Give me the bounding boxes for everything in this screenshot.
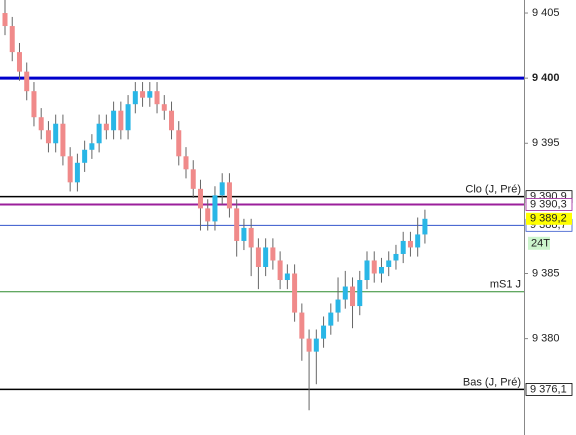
candle-body <box>38 117 44 131</box>
candle-body <box>400 240 406 254</box>
candle-body <box>212 195 218 222</box>
candle-body <box>393 253 399 261</box>
candle-body <box>140 91 146 98</box>
candle-body <box>328 312 334 326</box>
y-tick-label: 9 385 <box>532 267 560 279</box>
candle-body <box>132 91 138 105</box>
last-price-label: 9 389,2 <box>530 213 567 225</box>
candle-body <box>407 240 413 248</box>
candle-body <box>277 260 283 281</box>
candle-body <box>9 26 15 53</box>
candle-body <box>111 110 117 131</box>
candle-body <box>169 110 175 131</box>
candle-body <box>371 260 377 274</box>
reference-label: mS1 J <box>490 279 521 291</box>
candle-body <box>53 123 59 144</box>
value-badge-label: 9 376,1 <box>530 383 567 395</box>
tick-badge-label: 24T <box>531 238 550 250</box>
value-badge-label: 9 390,3 <box>530 198 567 210</box>
y-tick-label: 9 405 <box>532 7 560 19</box>
candle-body <box>67 156 73 183</box>
candle-body <box>422 218 428 235</box>
candle-body <box>82 149 88 163</box>
candle-body <box>118 110 124 131</box>
candle-body <box>24 71 30 92</box>
candle-body <box>364 260 370 281</box>
candle-body <box>96 123 102 144</box>
candle-body <box>234 208 240 241</box>
candle-body <box>342 286 348 300</box>
reference-label: Bas (J, Pré) <box>463 376 521 388</box>
candle-body <box>183 156 189 170</box>
candle-body <box>161 104 167 111</box>
candle-body <box>31 91 37 118</box>
candle-body <box>270 247 276 261</box>
candle-body <box>284 273 290 281</box>
y-tick-label: 9 395 <box>532 137 560 149</box>
candle-body <box>248 227 254 248</box>
tick-badge <box>528 236 550 250</box>
candle-body <box>335 299 341 313</box>
candle-body <box>313 338 319 352</box>
candle-body <box>89 143 95 150</box>
value-badge <box>525 383 573 396</box>
candle-body <box>154 91 160 105</box>
candle-body <box>219 182 225 196</box>
candle-body <box>190 169 196 189</box>
candle-body <box>176 130 182 157</box>
candle-body <box>299 312 305 339</box>
candle-body <box>60 123 66 157</box>
candle-body <box>197 188 203 209</box>
candle-body <box>357 280 363 307</box>
y-tick-label: 9 380 <box>532 333 560 345</box>
candle-body <box>378 266 384 274</box>
candle-body <box>147 91 153 98</box>
y-tick-label: 9 400 <box>532 72 560 84</box>
candle-body <box>103 123 109 131</box>
candle-body <box>321 325 327 339</box>
reference-label: Clo (J, Pré) <box>465 184 521 196</box>
candle-body <box>386 260 392 267</box>
last-price-badge <box>526 212 572 225</box>
candle-body <box>350 286 356 307</box>
candle-body <box>306 338 312 352</box>
value-badge <box>525 198 573 211</box>
candle-body <box>415 234 421 248</box>
candle-body <box>16 52 22 72</box>
candle-body <box>241 227 247 241</box>
candle-body <box>226 182 232 209</box>
candle-body <box>2 13 8 27</box>
candle-body <box>125 104 131 131</box>
candle-body <box>205 208 211 222</box>
candle-body <box>292 273 298 313</box>
candle-body <box>263 247 269 267</box>
candle-body <box>255 247 261 267</box>
candle-body <box>74 162 80 183</box>
candle-body <box>45 130 51 144</box>
